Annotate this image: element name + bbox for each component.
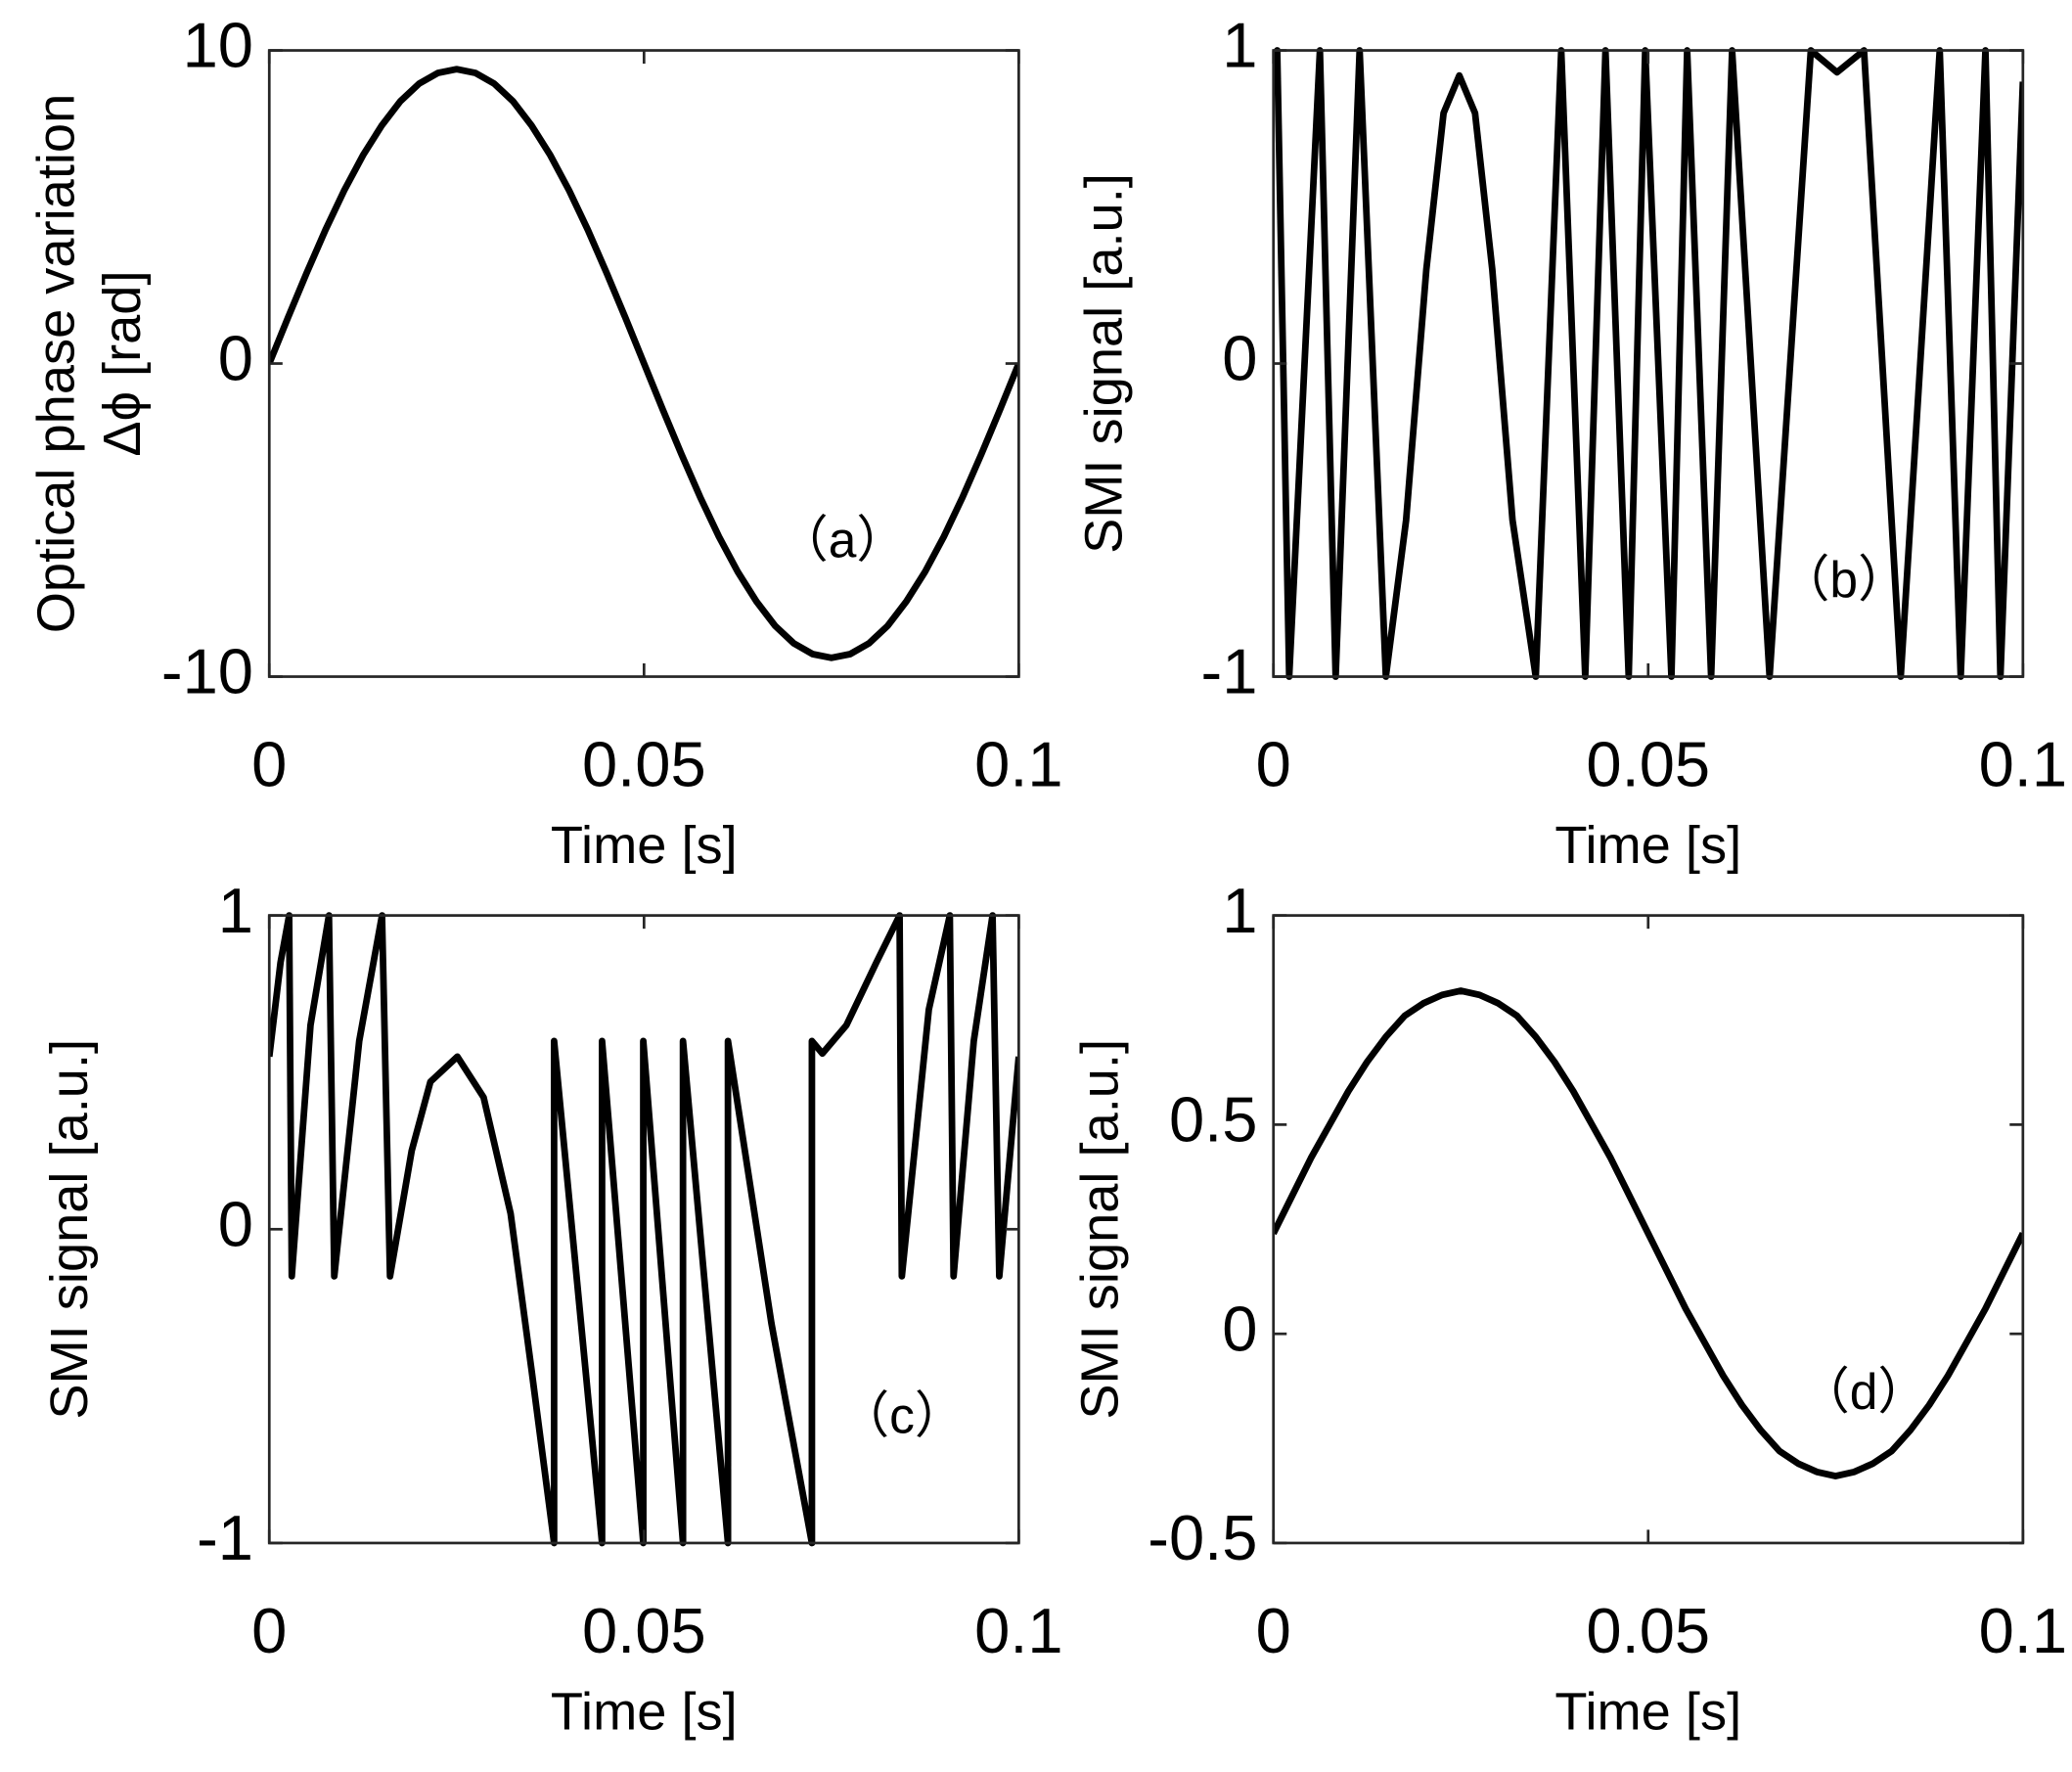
y-tick-label: 10 — [183, 10, 253, 81]
y-tick-label: 0.5 — [1169, 1084, 1257, 1156]
x-tick-label: 0 — [251, 1595, 287, 1666]
y-axis-label: SMI signal [a.u.] — [40, 1039, 99, 1420]
subplot: 0 0.05 0.1 -1 0 1 Time [s] SMI signal [a.u.] （b） — [1075, 10, 2068, 875]
y-tick-label: 0 — [1222, 323, 1257, 394]
y-tick-label: -1 — [1201, 636, 1258, 707]
x-tick-label: 0 — [1256, 1595, 1291, 1666]
x-axis-label: Time [s] — [551, 816, 738, 875]
y-axis-label: SMI signal [a.u.] — [1075, 173, 1134, 554]
y-tick-label: 1 — [1222, 10, 1257, 81]
plot-area — [1273, 47, 2023, 680]
x-tick-label: 0.05 — [582, 1595, 706, 1666]
y-axis-label: Optical phase variation — [26, 94, 85, 634]
y-tick-label: -1 — [197, 1502, 253, 1573]
y-axis-label: Δϕ [rad] — [93, 270, 152, 456]
x-tick-label: 0 — [1256, 729, 1291, 800]
y-tick-label: 0 — [218, 1188, 253, 1259]
panel-annotation: （c） — [839, 1386, 966, 1443]
y-tick-label: 0 — [218, 323, 253, 394]
x-tick-label: 0 — [251, 729, 287, 800]
data-line — [269, 66, 1019, 661]
x-tick-label: 0.05 — [1586, 1595, 1710, 1666]
y-tick-label: 0 — [1222, 1293, 1257, 1364]
x-tick-label: 0.05 — [582, 729, 706, 800]
data-line — [1273, 47, 2023, 680]
y-tick-label: 1 — [218, 875, 253, 946]
subplot: 0 0.05 0.1 -0.5 0 0.5 1 Time [s] SMI signal [a.u… — [1070, 875, 2067, 1742]
plot-area — [1273, 987, 2023, 1479]
panel-annotation: （d） — [1799, 1363, 1928, 1420]
x-tick-label: 0.1 — [974, 729, 1062, 800]
x-tick-label: 0.05 — [1586, 729, 1710, 800]
x-tick-label: 0.1 — [1979, 1595, 2067, 1666]
data-line — [1273, 987, 2023, 1479]
y-tick-label: -0.5 — [1148, 1502, 1257, 1573]
x-axis-label: Time [s] — [1554, 1683, 1741, 1742]
x-tick-label: 0.1 — [1979, 729, 2067, 800]
plot-area — [269, 912, 1019, 1547]
y-tick-label: -10 — [161, 636, 253, 707]
panel-annotation: （a） — [778, 512, 907, 568]
plot-area — [269, 66, 1019, 661]
subplot: 0 0.05 0.1 -10 0 10 Time [s] Optical phase vari… — [26, 10, 1062, 875]
x-tick-label: 0.1 — [974, 1595, 1062, 1666]
x-axis-label: Time [s] — [551, 1683, 738, 1742]
subplot: 0 0.05 0.1 -1 0 1 Time [s] SMI signal [a.u.] （c） — [40, 875, 1063, 1742]
x-axis-label: Time [s] — [1554, 816, 1741, 875]
y-axis-label: SMI signal [a.u.] — [1070, 1039, 1129, 1420]
panel-annotation: （b） — [1779, 551, 1909, 608]
y-tick-label: 1 — [1222, 875, 1257, 946]
data-line — [269, 912, 1019, 1547]
